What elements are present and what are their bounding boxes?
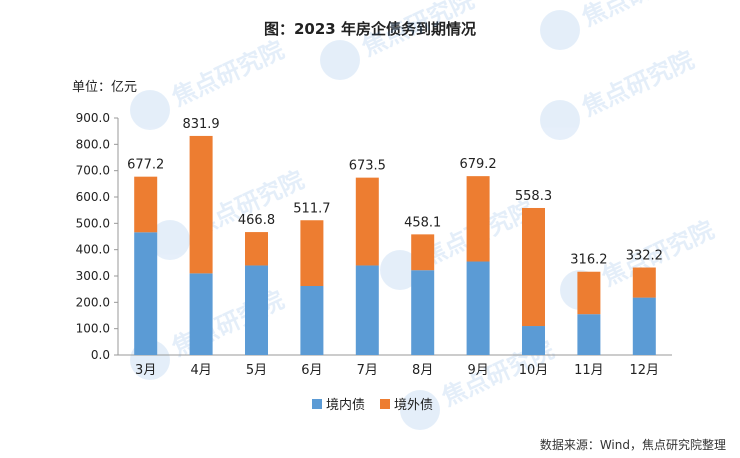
svg-text:焦点研究院: 焦点研究院 [168,36,289,112]
total-data-label: 558.3 [515,189,552,204]
total-data-label: 677.2 [127,158,164,173]
x-tick-label: 6月 [301,363,322,378]
bar-overseas [245,232,268,266]
x-tick-label: 8月 [412,363,433,378]
bar-domestic [522,326,545,355]
y-tick-label: 900.0 [76,111,110,125]
legend-overseas-label: 境外债 [394,398,433,413]
watermark-logo: 焦点研究院 [320,0,478,80]
x-tick-label: 5月 [246,363,267,378]
y-tick-label: 800.0 [76,137,110,151]
x-tick-label: 9月 [467,363,488,378]
svg-text:焦点研究院: 焦点研究院 [578,46,699,122]
bar-overseas [411,234,435,271]
y-tick-label: 400.0 [76,243,110,257]
x-tick-label: 7月 [357,363,378,378]
bar-overseas [522,207,545,327]
total-data-label: 831.9 [182,117,219,132]
data-source-note: 数据来源：Wind，焦点研究院整理 [539,438,726,452]
y-tick-label: 300.0 [76,269,110,283]
total-data-label: 511.7 [293,201,330,216]
legend-domestic-swatch [312,399,322,409]
bar-overseas [466,176,490,262]
unit-label: 单位：亿元 [72,80,138,95]
bar-domestic [411,270,435,355]
bar-domestic [134,232,158,355]
y-tick-label: 700.0 [76,164,110,178]
bar-domestic [632,297,656,355]
bar-overseas [189,135,213,274]
bar-domestic [466,261,490,355]
total-data-label: 332.2 [626,249,663,264]
watermark-logo: 焦点研究院 [540,0,698,50]
y-tick-label: 200.0 [76,295,110,309]
total-data-label: 466.8 [238,213,275,228]
watermark-logo: 焦点研究院 [380,196,538,290]
legend-overseas-swatch [380,399,390,409]
total-data-label: 673.5 [349,159,386,174]
bar-overseas [300,220,324,287]
svg-text:焦点研究院: 焦点研究院 [358,0,479,62]
bar-overseas [577,271,601,315]
x-tick-label: 4月 [190,363,211,378]
watermark-logo: 焦点研究院 [130,36,288,130]
total-data-label: 316.2 [570,253,607,268]
y-tick-label: 600.0 [76,190,110,204]
y-tick-label: 100.0 [76,322,110,336]
total-data-label: 458.1 [404,215,441,230]
legend-domestic-label: 境内债 [326,397,365,413]
bar-domestic [189,273,213,355]
y-tick-label: 500.0 [76,216,110,230]
x-tick-label: 11月 [574,363,604,378]
svg-text:焦点研究院: 焦点研究院 [578,0,699,32]
x-tick-label: 12月 [630,363,660,378]
svg-text:焦点研究院: 焦点研究院 [168,286,289,362]
bar-domestic [355,265,379,355]
x-tick-label: 10月 [519,363,549,378]
bar-domestic [245,265,268,355]
bar-domestic [300,286,324,355]
bar-overseas [355,177,379,266]
x-tick-label: 3月 [135,363,156,378]
chart-title: 图：2023 年房企债务到期情况 [264,20,476,38]
watermark-logo: 焦点研究院 [150,166,308,260]
y-tick-label: 0.0 [91,348,110,362]
total-data-label: 679.2 [459,157,496,172]
bar-domestic [577,314,601,355]
bar-overseas [134,176,158,233]
bar-overseas [632,267,656,298]
watermark-logo: 焦点研究院 [540,46,698,140]
